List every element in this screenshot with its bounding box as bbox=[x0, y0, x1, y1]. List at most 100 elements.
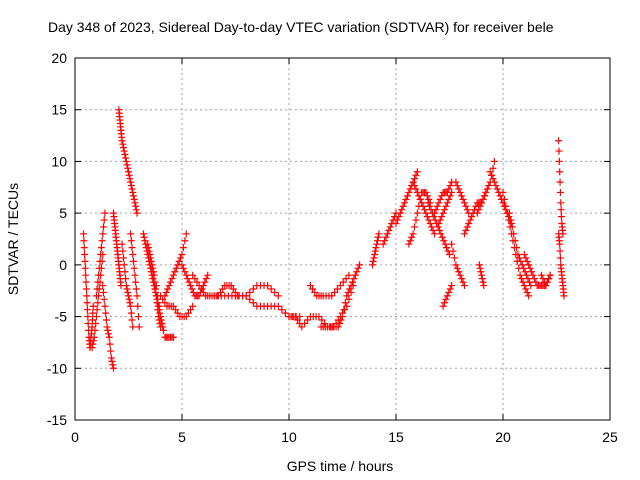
data-point bbox=[442, 295, 450, 303]
data-point bbox=[189, 302, 197, 310]
data-point bbox=[411, 175, 419, 183]
series-arc-11 bbox=[152, 282, 177, 341]
series-arc-21 bbox=[334, 261, 364, 331]
data-point bbox=[97, 251, 105, 259]
data-point bbox=[425, 216, 433, 224]
data-point bbox=[448, 282, 456, 290]
data-point bbox=[177, 254, 185, 262]
y-tick-label: -5 bbox=[55, 309, 68, 325]
data-point bbox=[89, 302, 97, 310]
data-point bbox=[100, 295, 108, 303]
data-point bbox=[371, 247, 379, 255]
data-point bbox=[369, 257, 377, 265]
data-point bbox=[555, 137, 563, 145]
series-arc-15 bbox=[189, 271, 242, 300]
data-point bbox=[546, 271, 554, 279]
series-arc-14 bbox=[178, 261, 212, 300]
data-point bbox=[202, 275, 210, 283]
data-point bbox=[415, 192, 423, 200]
series-arc-32 bbox=[452, 178, 473, 217]
data-point bbox=[187, 282, 195, 290]
data-point bbox=[434, 223, 442, 231]
data-point bbox=[443, 199, 451, 207]
data-point bbox=[493, 185, 501, 193]
data-point bbox=[343, 292, 351, 300]
data-point bbox=[411, 223, 419, 231]
data-point bbox=[149, 264, 157, 272]
data-point bbox=[395, 213, 403, 221]
data-point bbox=[81, 257, 89, 265]
data-point bbox=[542, 282, 550, 290]
data-point bbox=[381, 237, 389, 245]
data-point bbox=[386, 223, 394, 231]
y-tick-label: 15 bbox=[51, 102, 67, 118]
data-point bbox=[105, 333, 113, 341]
series-arc-25 bbox=[405, 188, 434, 248]
data-point bbox=[555, 147, 563, 155]
data-point bbox=[95, 264, 103, 272]
data-point bbox=[135, 323, 143, 331]
data-point bbox=[475, 206, 483, 214]
data-point bbox=[438, 213, 446, 221]
data-point bbox=[334, 323, 342, 331]
data-point bbox=[182, 230, 190, 238]
data-point bbox=[453, 182, 461, 190]
data-point bbox=[440, 237, 448, 245]
data-point bbox=[249, 299, 257, 307]
data-point bbox=[155, 302, 163, 310]
data-point bbox=[424, 199, 432, 207]
data-point bbox=[517, 257, 525, 265]
data-point bbox=[146, 251, 154, 259]
data-point bbox=[523, 271, 531, 279]
data-point bbox=[123, 161, 131, 169]
data-point bbox=[486, 168, 494, 176]
data-point bbox=[405, 240, 413, 248]
data-point bbox=[274, 292, 282, 300]
data-point bbox=[107, 347, 115, 355]
data-point bbox=[430, 213, 438, 221]
data-point bbox=[104, 326, 112, 334]
data-point bbox=[353, 268, 361, 276]
data-point bbox=[124, 288, 132, 296]
data-point bbox=[458, 192, 466, 200]
data-point bbox=[91, 326, 99, 334]
data-point bbox=[443, 292, 451, 300]
data-point bbox=[100, 223, 108, 231]
data-point bbox=[419, 202, 427, 210]
data-point bbox=[133, 292, 141, 300]
data-point bbox=[178, 261, 186, 269]
data-point bbox=[158, 319, 166, 327]
data-point bbox=[119, 140, 127, 148]
data-point bbox=[132, 285, 140, 293]
data-point bbox=[129, 251, 137, 259]
data-point bbox=[168, 275, 176, 283]
data-point bbox=[82, 278, 90, 286]
series-arc-39 bbox=[520, 251, 554, 290]
data-point bbox=[185, 278, 193, 286]
data-point bbox=[439, 209, 447, 217]
data-point bbox=[452, 261, 460, 269]
data-point bbox=[401, 199, 409, 207]
data-point bbox=[154, 306, 162, 314]
y-tick-label: -15 bbox=[47, 412, 67, 428]
data-point bbox=[436, 195, 444, 203]
data-point bbox=[159, 326, 167, 334]
data-point bbox=[110, 364, 118, 372]
data-point bbox=[450, 254, 458, 262]
series-arc-42 bbox=[555, 137, 567, 238]
data-point bbox=[82, 271, 90, 279]
data-point bbox=[179, 244, 187, 252]
data-point bbox=[422, 188, 430, 196]
data-point bbox=[460, 199, 468, 207]
series-arc-8 bbox=[127, 230, 143, 331]
data-point bbox=[525, 261, 533, 269]
data-point bbox=[184, 275, 192, 283]
data-point bbox=[83, 306, 91, 314]
data-point bbox=[382, 233, 390, 241]
data-point bbox=[93, 306, 101, 314]
data-point bbox=[520, 264, 528, 272]
series-arc-6 bbox=[115, 106, 141, 217]
data-point bbox=[354, 264, 362, 272]
data-point bbox=[446, 285, 454, 293]
data-point bbox=[485, 182, 493, 190]
